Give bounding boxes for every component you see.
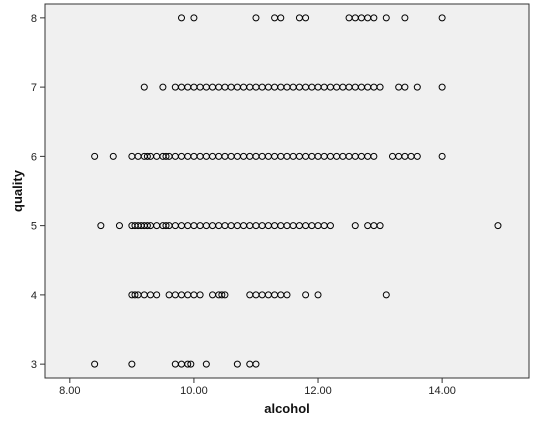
y-tick-label: 3 <box>31 359 37 371</box>
data-point <box>370 14 378 22</box>
data-point <box>302 291 310 299</box>
data-point <box>438 14 446 22</box>
data-point <box>143 222 151 230</box>
x-axis: 8.00 10.00 12.00 14.00 <box>59 378 456 397</box>
data-point <box>115 222 123 230</box>
x-tick-label: 8.00 <box>59 385 80 397</box>
y-tick-label: 8 <box>31 13 37 25</box>
data-point <box>302 14 310 22</box>
data-point <box>178 14 186 22</box>
data-point <box>91 152 99 160</box>
data-point <box>196 291 204 299</box>
y-tick-label: 5 <box>31 221 37 233</box>
data-point <box>221 291 229 299</box>
x-tick-label: 14.00 <box>428 385 456 397</box>
data-point <box>283 291 291 299</box>
x-tick-label: 10.00 <box>180 385 208 397</box>
data-point <box>376 83 384 91</box>
data-point <box>202 360 210 368</box>
data-point <box>109 152 117 160</box>
data-point <box>277 14 285 22</box>
data-point <box>401 14 409 22</box>
data-point <box>128 360 136 368</box>
data-point <box>187 360 195 368</box>
y-axis-title: quality <box>10 169 25 212</box>
data-point <box>143 152 151 160</box>
data-point <box>190 14 198 22</box>
x-axis-title: alcohol <box>264 401 310 416</box>
data-point <box>252 360 260 368</box>
data-point <box>218 291 226 299</box>
data-point <box>351 222 359 230</box>
data-point <box>401 83 409 91</box>
data-point <box>326 222 334 230</box>
plot-area <box>44 3 530 379</box>
data-point <box>382 14 390 22</box>
data-point <box>413 83 421 91</box>
x-tick-label: 12.00 <box>304 385 332 397</box>
data-point <box>382 291 390 299</box>
data-point <box>153 291 161 299</box>
data-point <box>184 360 192 368</box>
y-tick-label: 6 <box>31 151 37 163</box>
data-point <box>314 291 322 299</box>
data-point <box>162 222 170 230</box>
data-point <box>376 222 384 230</box>
data-point <box>131 291 139 299</box>
data-point <box>438 83 446 91</box>
data-point <box>370 152 378 160</box>
y-tick-label: 4 <box>31 290 37 302</box>
data-point <box>140 83 148 91</box>
data-point <box>252 14 260 22</box>
data-point <box>438 152 446 160</box>
data-point <box>413 152 421 160</box>
y-tick-label: 7 <box>31 82 37 94</box>
data-point <box>494 222 502 230</box>
data-point <box>233 360 241 368</box>
points-layer <box>91 14 502 368</box>
data-point <box>162 152 170 160</box>
data-point <box>91 360 99 368</box>
y-axis: 3 4 5 6 7 8 <box>31 13 45 371</box>
data-point <box>97 222 105 230</box>
data-point <box>159 83 167 91</box>
